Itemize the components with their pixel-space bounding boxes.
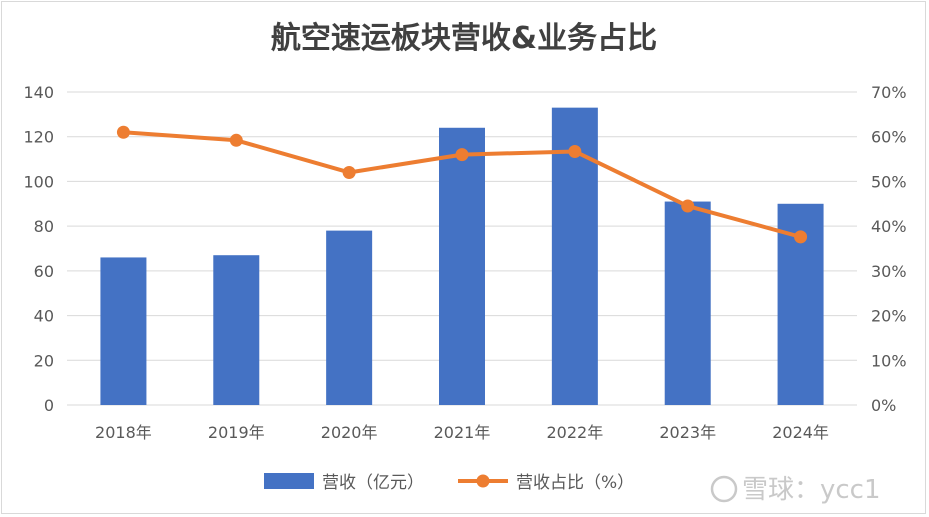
line-point [455,148,469,162]
y-right-tick-label: 40% [871,217,907,236]
watermark-text: 雪球：ycc1 [742,475,881,505]
y-right-tick-label: 70% [871,83,907,102]
axes: 0 20 40 60 80 100 120 140 0% 10% 20% 30% 40% 50% 60% 70… [23,83,906,442]
x-tick-label: 2018年 [95,423,152,442]
snowball-logo-icon [710,475,738,503]
bar [326,230,373,405]
legend: 营收（亿元） 营收占比（%） [264,473,634,493]
x-tick-label: 2021年 [434,423,491,442]
bar [100,257,147,405]
x-tick-label: 2023年 [659,423,716,442]
bar [664,201,711,405]
line-point [229,133,243,147]
y-left-tick-label: 20 [34,351,54,370]
y-left-tick-label: 140 [23,83,54,102]
legend-swatch-marker [476,474,490,488]
watermark: 雪球：ycc1 [710,475,881,505]
y-left-tick-label: 40 [34,307,54,326]
bar [439,127,485,406]
x-tick-label: 2019年 [208,423,265,442]
x-tick-label: 2024年 [772,423,829,442]
y-right-tick-label: 0% [871,396,896,415]
y-right-tick-label: 50% [871,172,907,191]
line-point [794,230,808,244]
line-series [116,125,808,244]
y-left-tick-label: 100 [23,172,54,191]
line-point [342,165,356,179]
bar-series [100,107,824,406]
y-right-tick-label: 10% [871,351,907,370]
y-left-tick-label: 0 [44,396,54,415]
bar [213,255,260,405]
y-right-tick-label: 30% [871,262,907,281]
y-left-tick-label: 80 [34,217,54,236]
line-point [681,199,695,213]
y-right-tick-label: 20% [871,307,907,326]
x-tick-label: 2022年 [546,423,603,442]
legend-label-share: 营收占比（%） [516,473,634,493]
y-right-tick-label: 60% [871,128,907,147]
x-tick-label: 2020年 [321,423,378,442]
y-left-tick-label: 60 [34,262,54,281]
line-point [116,125,130,139]
line-point [568,144,582,158]
y-left-tick-label: 120 [23,128,54,147]
chart-title: 航空速运板块营收&业务占比 [271,21,657,56]
legend-label-revenue: 营收（亿元） [322,473,424,493]
legend-swatch-bar [264,473,314,489]
